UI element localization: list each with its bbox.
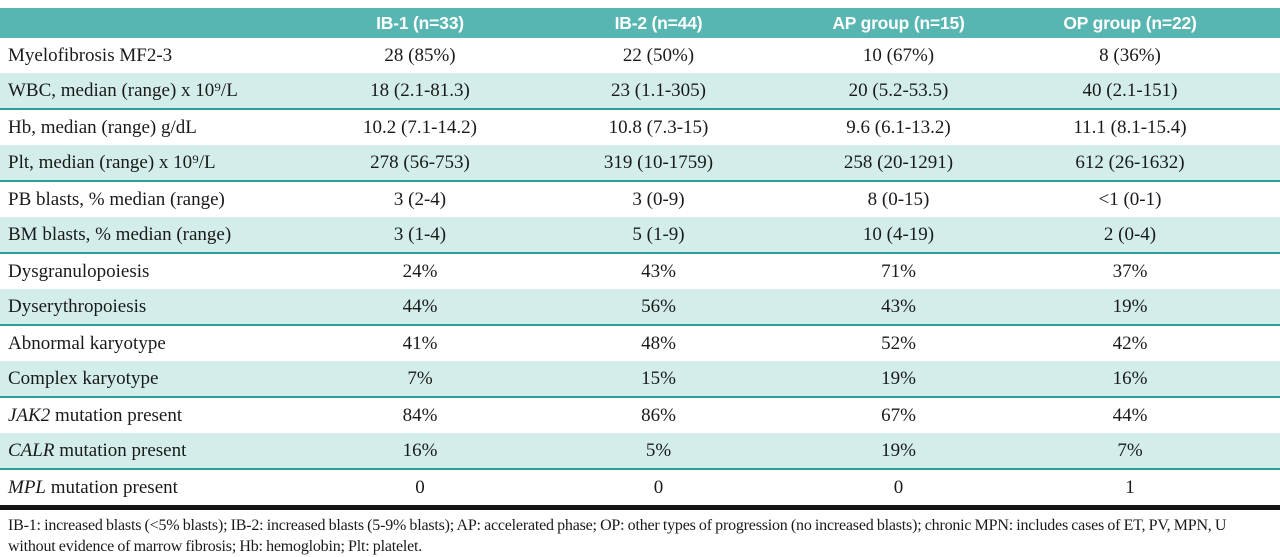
cell: 41% (402, 332, 438, 354)
column-header-op-group: OP group (n=22) (1020, 8, 1280, 38)
cell: 24% (402, 260, 438, 282)
cell: 44% (300, 289, 540, 326)
cell: 48% (641, 332, 676, 354)
row-label: Myelofibrosis MF2-3 (8, 44, 173, 66)
cell: 23 (1.1-305) (540, 73, 777, 110)
row-label: MPL mutation present (0, 469, 300, 510)
table-header: IB-1 (n=33) IB-2 (n=44) AP group (n=15) … (0, 8, 1280, 38)
cell: 612 (26-1632) (1020, 145, 1280, 182)
cell: 86% (641, 404, 676, 426)
cell: 3 (2-4) (393, 188, 447, 210)
cell: 37% (1112, 260, 1148, 282)
header-row: IB-1 (n=33) IB-2 (n=44) AP group (n=15) … (0, 8, 1280, 38)
gene-name: MPL (8, 476, 46, 498)
row-label: Complex karyotype (0, 361, 300, 398)
cell: 10 (4-19) (777, 217, 1020, 254)
cell: 56% (540, 289, 777, 326)
table-footnote: IB-1: increased blasts (<5% blasts); IB-… (8, 517, 1227, 555)
cell: 2 (0-4) (1020, 217, 1280, 254)
cell: 44% (1112, 404, 1148, 426)
cell: 7% (300, 361, 540, 398)
row-label: Hb, median (range) g/dL (8, 116, 197, 138)
table-row: Plt, median (range) x 10⁹/L 278 (56-753) 3… (0, 145, 1280, 182)
cell: 52% (881, 332, 916, 354)
cell: 67% (881, 404, 916, 426)
gene-name: JAK2 (8, 404, 51, 426)
cell: 19% (777, 433, 1020, 470)
table-row: Hb, median (range) g/dL 10.2 (7.1-14.2) 10… (0, 109, 1280, 145)
row-label: BM blasts, % median (range) (0, 217, 300, 254)
cell: 43% (777, 289, 1020, 326)
cell: 1 (1020, 469, 1280, 510)
column-header-ap-group: AP group (n=15) (777, 8, 1020, 38)
row-label: Dysgranulopoiesis (8, 260, 150, 282)
cell: 8 (0-15) (867, 188, 930, 210)
cell: 18 (2.1-81.3) (300, 73, 540, 110)
table-row: BM blasts, % median (range) 3 (1-4) 5 (1-9… (0, 217, 1280, 254)
row-label: Dyserythropoiesis (0, 289, 300, 326)
cell: 258 (20-1291) (777, 145, 1020, 182)
cell: 22 (50%) (622, 44, 695, 66)
cell: 7% (1020, 433, 1280, 470)
table-row: Dysgranulopoiesis 24% 43% 71% 37% (0, 253, 1280, 289)
cell: 42% (1112, 332, 1148, 354)
cell: 278 (56-753) (300, 145, 540, 182)
cell: 71% (881, 260, 916, 282)
cell: 43% (641, 260, 676, 282)
cell: 5% (540, 433, 777, 470)
cell: 19% (777, 361, 1020, 398)
table-row: JAK2 mutation present 84% 86% 67% 44% (0, 397, 1280, 433)
cell: 3 (1-4) (300, 217, 540, 254)
cell: 3 (0-9) (632, 188, 685, 210)
cell: 40 (2.1-151) (1020, 73, 1280, 110)
cell: 16% (300, 433, 540, 470)
cell: 8 (36%) (1099, 44, 1161, 66)
cell: 0 (777, 469, 1020, 510)
cell: 28 (85%) (384, 44, 456, 66)
table-row: CALR mutation present 16% 5% 19% 7% (0, 433, 1280, 470)
row-label: Abnormal karyotype (8, 332, 166, 354)
patient-characteristics-table: IB-1 (n=33) IB-2 (n=44) AP group (n=15) … (0, 8, 1280, 510)
column-header-ib1: IB-1 (n=33) (300, 8, 540, 38)
cell: <1 (0-1) (1098, 188, 1162, 210)
table-row: Abnormal karyotype 41% 48% 52% 42% (0, 325, 1280, 361)
column-header-empty (0, 8, 300, 38)
table-row: Dyserythropoiesis 44% 56% 43% 19% (0, 289, 1280, 326)
column-header-ib2: IB-2 (n=44) (540, 8, 777, 38)
cell: 5 (1-9) (540, 217, 777, 254)
cell: 0 (300, 469, 540, 510)
row-label: CALR mutation present (0, 433, 300, 470)
cell: 15% (540, 361, 777, 398)
row-label: JAK2 mutation present (8, 404, 183, 426)
cell: 10.8 (7.3-15) (608, 116, 709, 138)
row-label: WBC, median (range) x 10⁹/L (0, 73, 300, 110)
table-body: Myelofibrosis MF2-3 28 (85%) 22 (50%) 10 (6… (0, 38, 1280, 510)
table-row: Complex karyotype 7% 15% 19% 16% (0, 361, 1280, 398)
table-row: PB blasts, % median (range) 3 (2-4) 3 (0-9… (0, 181, 1280, 217)
cell: 10.2 (7.1-14.2) (363, 116, 477, 138)
cell: 84% (402, 404, 438, 426)
table-row: MPL mutation present 0 0 0 1 (0, 469, 1280, 510)
table-row: WBC, median (range) x 10⁹/L 18 (2.1-81.3)… (0, 73, 1280, 110)
cell: 319 (10-1759) (540, 145, 777, 182)
row-label: Plt, median (range) x 10⁹/L (0, 145, 300, 182)
cell: 20 (5.2-53.5) (777, 73, 1020, 110)
cell: 0 (540, 469, 777, 510)
cell: 10 (67%) (862, 44, 935, 66)
cell: 9.6 (6.1-13.2) (846, 116, 951, 138)
table-row: Myelofibrosis MF2-3 28 (85%) 22 (50%) 10 (6… (0, 38, 1280, 73)
gene-name: CALR (8, 439, 55, 461)
cell: 19% (1020, 289, 1280, 326)
row-label: PB blasts, % median (range) (8, 188, 225, 210)
cell: 11.1 (8.1-15.4) (1073, 116, 1187, 138)
cell: 16% (1020, 361, 1280, 398)
